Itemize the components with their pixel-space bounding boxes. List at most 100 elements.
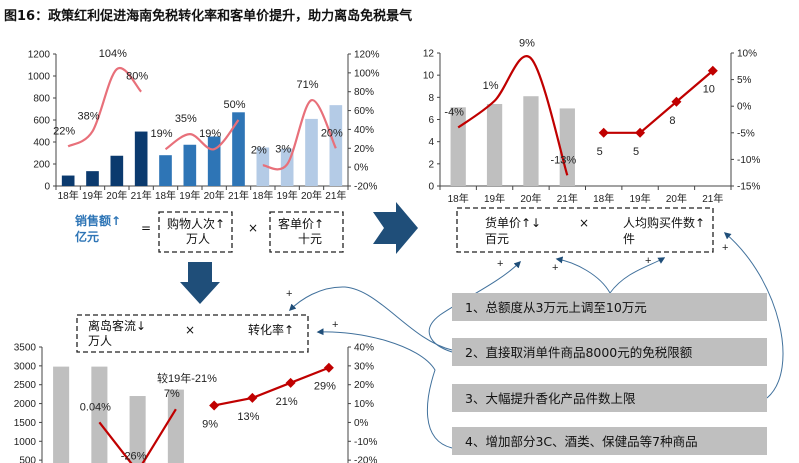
price-label: 客单价↑ <box>278 216 324 231</box>
right-tick-label: -5% <box>737 128 755 139</box>
x-tick-label: 19年 <box>82 189 103 202</box>
sales-unit: 亿元 <box>75 229 99 244</box>
formula-flow: 离岛客流↓ 万人 × 转化率↑ <box>76 314 309 353</box>
data-point <box>598 127 609 138</box>
policy-text: 4、增加部分3C、酒类、保健品等7种商品 <box>465 434 698 449</box>
right-tick-label: 80% <box>354 87 374 98</box>
left-tick-label: 8 <box>428 93 434 104</box>
series-line <box>164 119 240 151</box>
right-tick-label: -10% <box>354 437 377 448</box>
data-label: 19% <box>199 128 221 140</box>
conversion-label: 转化率↑ <box>248 322 294 337</box>
x-tick-label: 19年 <box>484 192 505 205</box>
data-label: 7% <box>164 388 180 400</box>
data-label: 20% <box>321 127 343 139</box>
x-tick-label: 20年 <box>301 189 322 202</box>
x-tick-label: 18年 <box>155 189 176 202</box>
series-line <box>457 55 569 176</box>
formula-sales: 销售额↑ 亿元 = 购物人次↑ 万人 × 客单价↑ 十元 <box>75 211 344 253</box>
plus-sign: + <box>552 262 558 274</box>
left-tick-label: 12 <box>423 49 435 60</box>
right-tick-label: 30% <box>354 361 374 372</box>
right-tick-label: -20% <box>354 182 377 193</box>
item-box <box>456 207 714 253</box>
plus-sign: + <box>722 242 728 254</box>
plus-sign: + <box>286 288 292 300</box>
arrow-right-icon <box>373 202 418 254</box>
plus-signs: + + + + + + <box>286 242 728 331</box>
series-line <box>98 408 177 463</box>
bar <box>207 136 221 186</box>
x-tick-label: 18年 <box>58 189 79 202</box>
connector-4 <box>316 328 453 449</box>
bar <box>559 108 575 186</box>
flow-unit: 万人 <box>88 334 112 348</box>
plus-sign: + <box>332 319 338 331</box>
left-tick-label: 200 <box>33 160 50 171</box>
left-tick-label: 0 <box>428 182 434 193</box>
data-label: 13% <box>237 411 259 423</box>
chart-annotation: 较19年-21% <box>157 371 217 385</box>
plus-sign: + <box>497 258 503 270</box>
bar <box>159 155 172 186</box>
bar <box>305 118 318 186</box>
right-tick-label: 5% <box>737 75 752 86</box>
data-label: -4% <box>444 106 464 118</box>
data-label: 3% <box>275 143 291 155</box>
series-line <box>603 69 714 134</box>
bar <box>86 171 99 186</box>
left-tick-label: 500 <box>19 456 36 463</box>
right-tick-label: 0% <box>354 163 369 174</box>
data-label: 8 <box>669 115 675 127</box>
price-unit: 十元 <box>298 232 322 246</box>
left-tick-label: 10 <box>423 71 435 82</box>
flow-box <box>76 314 309 353</box>
chart-sales-visits-price: 0 200 400 600 800 1000 1200 -20% 0% 20% 40% 60% 80% 1… <box>28 48 380 202</box>
left-tick-label: 2 <box>428 159 434 170</box>
data-point <box>285 377 296 388</box>
bar <box>134 131 148 186</box>
data-label: -13% <box>550 154 576 166</box>
equals-sign: = <box>141 221 151 235</box>
sales-label: 销售额↑ <box>75 213 121 228</box>
x-tick-label: 21年 <box>131 189 152 202</box>
times-sign: × <box>579 216 589 230</box>
items-label: 人均购买件数↑ <box>623 215 705 230</box>
data-label: 5 <box>597 146 603 158</box>
left-tick-label: 4 <box>428 137 434 148</box>
left-tick-label: 1000 <box>14 437 37 448</box>
bar <box>523 96 539 186</box>
left-tick-label: 3000 <box>14 361 37 372</box>
left-tick-label: 2000 <box>14 399 37 410</box>
x-tick-label: 21年 <box>325 189 346 202</box>
right-tick-label: 10% <box>737 49 757 60</box>
left-tick-label: 600 <box>33 116 50 127</box>
x-tick-label: 18年 <box>252 189 273 202</box>
item-price-label: 货单价↑↓ <box>485 215 541 230</box>
x-tick-label: 18年 <box>593 192 614 205</box>
chart-item-price-items: 0 2 4 6 8 10 12 -15% -10% -5% 0% 5% 10% 18年 19年 20年 21年 1… <box>423 37 761 205</box>
bar <box>486 103 503 186</box>
data-label: -26% <box>121 450 147 462</box>
policy-text: 2、直接取消单件商品8000元的免税限额 <box>465 345 693 360</box>
x-tick-label: 20年 <box>666 192 687 205</box>
left-tick-label: 3500 <box>14 343 37 354</box>
price-box <box>269 211 344 253</box>
data-label: 80% <box>126 71 148 83</box>
data-point <box>671 96 682 107</box>
data-point <box>635 127 646 138</box>
right-tick-label: 0% <box>354 418 369 429</box>
data-label: 35% <box>175 113 197 125</box>
data-point <box>323 362 334 373</box>
x-tick-label: 18年 <box>448 192 469 205</box>
flow-label: 离岛客流↓ <box>88 318 146 333</box>
data-label: 0.04% <box>80 401 111 413</box>
policy-box <box>452 293 767 321</box>
bar <box>53 366 70 463</box>
left-tick-label: 800 <box>33 94 50 105</box>
plus-sign: + <box>645 255 651 267</box>
data-label: 2% <box>251 144 267 156</box>
figure-title: 图16：政策红利促进海南免税转化率和客单价提升，助力离岛免税景气 <box>4 8 412 24</box>
data-label: 5 <box>633 146 639 158</box>
policy-text: 3、大幅提升香化产品件数上限 <box>465 391 636 406</box>
